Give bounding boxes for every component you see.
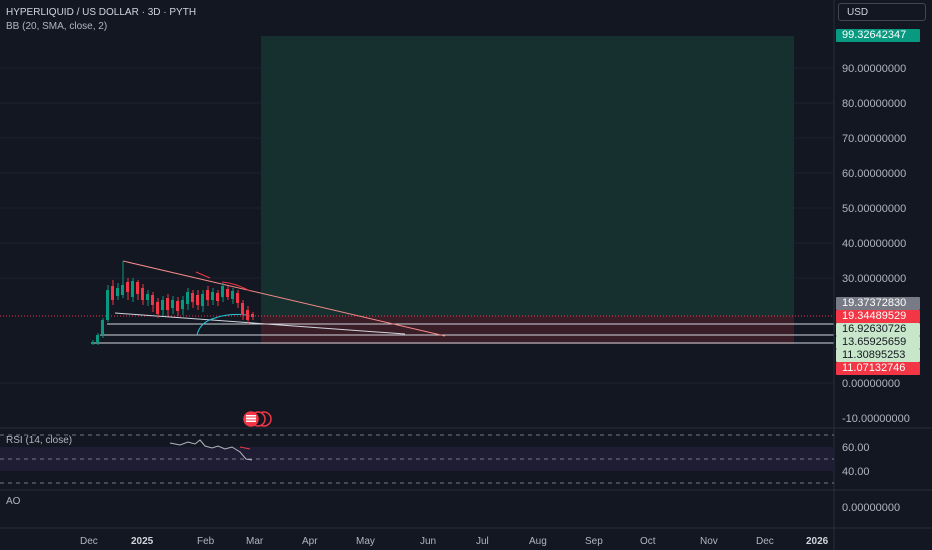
rsi-label[interactable]: RSI (14, close) — [6, 435, 73, 446]
candles — [91, 261, 254, 345]
time-axis-label: Dec — [756, 536, 774, 547]
price-axis-label: 40.00000000 — [842, 238, 907, 250]
time-axis-label: Apr — [302, 536, 318, 547]
price-axis-label: 90.00000000 — [842, 63, 907, 75]
currency-selector[interactable]: USD — [838, 3, 926, 21]
level-badge: 11.30895253 — [836, 349, 920, 362]
price-axis-label: 30.00000000 — [842, 273, 907, 285]
symbol-title[interactable]: HYPERLIQUID / US DOLLAR · 3D · PYTH — [6, 7, 197, 18]
price-axis-label: 50.00000000 — [842, 203, 907, 215]
level-badge: 13.65925659 — [836, 336, 920, 349]
price-axis-label: 70.00000000 — [842, 133, 907, 145]
ao-label[interactable]: AO — [6, 496, 21, 507]
rsi-axis-label: 60.00 — [842, 442, 870, 454]
last-price-badge: 19.34489529 — [836, 310, 920, 323]
price-axis-label: 0.00000000 — [842, 378, 901, 390]
time-axis-label: Mar — [246, 536, 264, 547]
time-axis-label: Jun — [420, 536, 437, 547]
rsi-axis-label: 40.00 — [842, 466, 870, 478]
ao-axis-label: 0.00000000 — [842, 502, 901, 514]
price-axis-label: 60.00000000 — [842, 168, 907, 180]
time-axis-label: Dec — [80, 536, 98, 547]
time-axis-label: 2025 — [131, 536, 154, 547]
stop-zone — [261, 316, 794, 344]
rsi-line — [169, 439, 253, 461]
time-axis-label: Sep — [585, 536, 603, 547]
time-axis-label: May — [356, 536, 375, 547]
chart-legend[interactable]: HYPERLIQUID / US DOLLAR · 3D · PYTH BB (… — [6, 6, 196, 34]
target-zone — [261, 36, 794, 316]
price-badge: 19.37372830 — [836, 297, 920, 310]
time-axis-label: 2026 — [806, 536, 829, 547]
price-axis-label: 80.00000000 — [842, 98, 907, 110]
time-axis-label: Jul — [476, 536, 489, 547]
time-axis-label: Feb — [197, 536, 215, 547]
time-axis-label: Nov — [700, 536, 718, 547]
price-axis-label: -10.00000000 — [842, 413, 910, 425]
time-axis-label: Oct — [640, 536, 656, 547]
stop-price-badge: 11.07132746 — [836, 362, 920, 375]
time-axis-label: Aug — [529, 536, 547, 547]
bb-indicator-label[interactable]: BB (20, SMA, close, 2) — [6, 21, 108, 32]
economic-event-icons — [243, 411, 272, 427]
target-price-badge: 99.32642347 — [836, 29, 920, 42]
level-badge: 16.92630726 — [836, 323, 920, 336]
